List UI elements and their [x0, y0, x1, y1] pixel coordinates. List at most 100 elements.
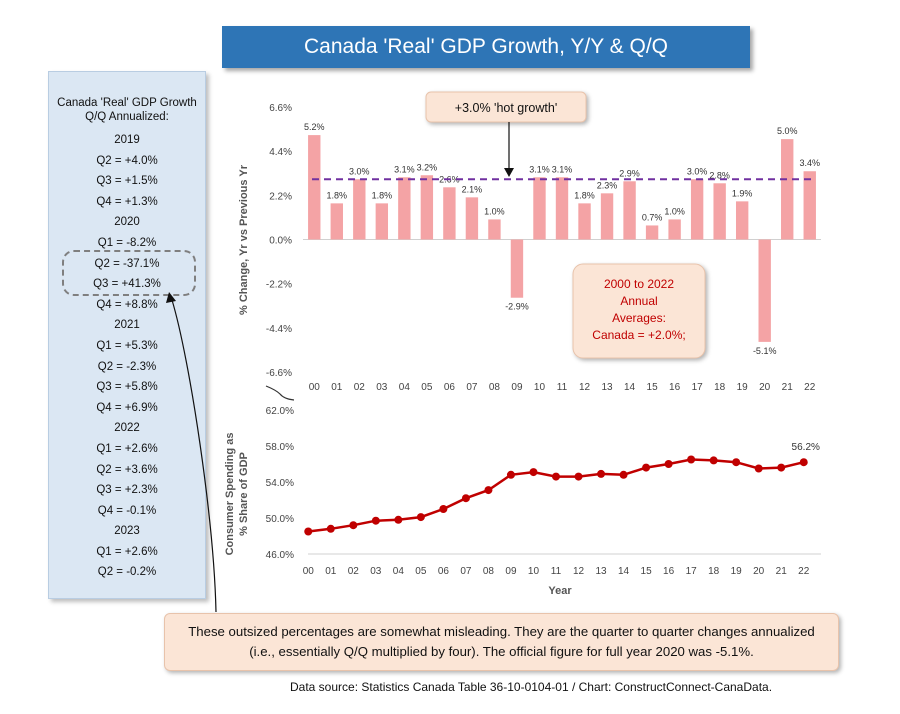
bar [353, 179, 366, 240]
x-tick-label: 03 [370, 566, 382, 577]
y-tick-label: 4.4% [269, 147, 292, 158]
average-callout-box [572, 263, 706, 359]
panel-row: Q3 = +2.3% [96, 484, 158, 497]
line-point [732, 458, 741, 467]
x-tick-label: 11 [557, 382, 568, 393]
panel-title-line1: Canada 'Real' GDP Growth [57, 97, 197, 109]
panel-title-line2: Q/Q Annualized: [85, 111, 169, 123]
bar-data-label: 3.0% [687, 166, 708, 176]
y-tick-label: 0.0% [269, 236, 292, 247]
line-end-label: 56.2% [792, 442, 820, 453]
x-tick-label: 04 [393, 566, 405, 577]
panel-row: 2022 [114, 422, 140, 435]
panel-title: Canada 'Real' GDP Growth Q/Q Annualized: [49, 96, 205, 124]
note-arrow-line [171, 299, 217, 613]
y-tick-label: 46.0% [266, 550, 294, 561]
x-tick-label: 06 [444, 382, 456, 393]
line-point [439, 505, 448, 513]
bar-data-label: 3.2% [417, 162, 438, 172]
x-tick-label: 00 [303, 566, 315, 577]
line-point [529, 468, 538, 477]
line-point [642, 463, 651, 472]
x-tick-label: 07 [460, 566, 472, 577]
x-tick-label: 21 [776, 566, 788, 577]
bar-data-label: 3.1% [394, 164, 415, 174]
panel-row: Q2 = +4.0% [96, 154, 158, 167]
bar-data-label: 1.8% [327, 190, 348, 200]
line-point [777, 463, 786, 472]
top-y-axis-title: % Change, Yr vs Previous Yr [238, 164, 250, 315]
bar [735, 201, 749, 240]
bar [668, 219, 681, 240]
x-tick-label: 18 [714, 382, 726, 393]
bar [330, 203, 343, 240]
bar [690, 179, 704, 240]
bar-data-label: 0.7% [642, 212, 663, 222]
x-tick-label: 10 [528, 566, 540, 577]
bar [623, 181, 636, 240]
x-tick-label: 22 [804, 382, 816, 393]
x-tick-label: 12 [579, 382, 591, 393]
bar [578, 203, 591, 240]
x-tick-label: 01 [325, 566, 337, 577]
panel-row: Q1 = +2.6% [96, 545, 158, 558]
panel-row: Q1 = -8.2% [97, 236, 157, 249]
panel-row: Q2 = -2.3% [97, 360, 157, 373]
x-tick-label: 08 [489, 382, 501, 393]
line-point [416, 513, 425, 522]
panel-row: Q3 = +5.8% [96, 381, 158, 394]
x-tick-label: 09 [505, 566, 517, 577]
bar-data-label: 5.2% [304, 122, 325, 132]
line-point [461, 494, 470, 503]
bar [488, 219, 501, 240]
y-tick-label: 54.0% [266, 478, 294, 489]
line-point [664, 460, 673, 468]
x-tick-label: 20 [759, 382, 771, 393]
x-tick-label: 17 [686, 566, 698, 577]
highlight-dashed-box [62, 250, 196, 296]
x-tick-label: 14 [618, 566, 630, 577]
y-tick-label: 62.0% [266, 406, 294, 417]
x-tick-label: 06 [438, 566, 450, 577]
bar [308, 135, 321, 240]
x-tick-label: 15 [647, 382, 659, 393]
line-point [326, 524, 335, 533]
panel-row: Q3 = +1.5% [96, 175, 158, 188]
x-tick-label: 04 [399, 382, 411, 393]
line-point [799, 458, 808, 467]
bar-data-label: 5.0% [777, 126, 798, 136]
x-tick-label: 12 [573, 566, 585, 577]
average-callout-line: Averages: [612, 311, 666, 325]
line-point [754, 464, 763, 473]
x-axis-title: Year [548, 585, 572, 597]
bar-data-label: 1.8% [372, 190, 393, 200]
x-tick-label: 22 [798, 566, 810, 577]
panel-row: Q3 = +41.3% [93, 278, 161, 291]
line-point [349, 521, 358, 530]
bar [555, 177, 569, 240]
x-tick-label: 17 [692, 382, 704, 393]
bar-data-label: 3.0% [349, 166, 370, 176]
y-tick-label: 50.0% [266, 514, 294, 525]
panel-row: Q4 = +1.3% [96, 195, 158, 208]
panel-row: Q4 = +8.8% [96, 298, 158, 311]
note-arrow-head [166, 292, 176, 303]
x-tick-label: 13 [601, 382, 613, 393]
panel-row: Q2 = -0.2% [97, 566, 157, 579]
bar-data-label: 3.1% [552, 164, 573, 174]
panel-row: Q2 = +3.6% [96, 463, 158, 476]
source-text: Data source: Statistics Canada Table 36-… [290, 680, 773, 694]
line-point [484, 486, 493, 495]
y-tick-label: -6.6% [266, 368, 292, 379]
panel-row: Q4 = -0.1% [97, 504, 157, 517]
x-tick-label: 09 [511, 382, 523, 393]
bar [600, 193, 614, 240]
bar [803, 171, 816, 240]
bar [398, 177, 411, 240]
bar-data-label: 2.3% [597, 180, 618, 190]
x-tick-label: 02 [354, 382, 366, 393]
bar [420, 175, 434, 240]
note-box: These outsized percentages are somewhat … [164, 613, 839, 671]
x-tick-label: 02 [348, 566, 360, 577]
bar-data-label: 1.0% [484, 206, 505, 216]
